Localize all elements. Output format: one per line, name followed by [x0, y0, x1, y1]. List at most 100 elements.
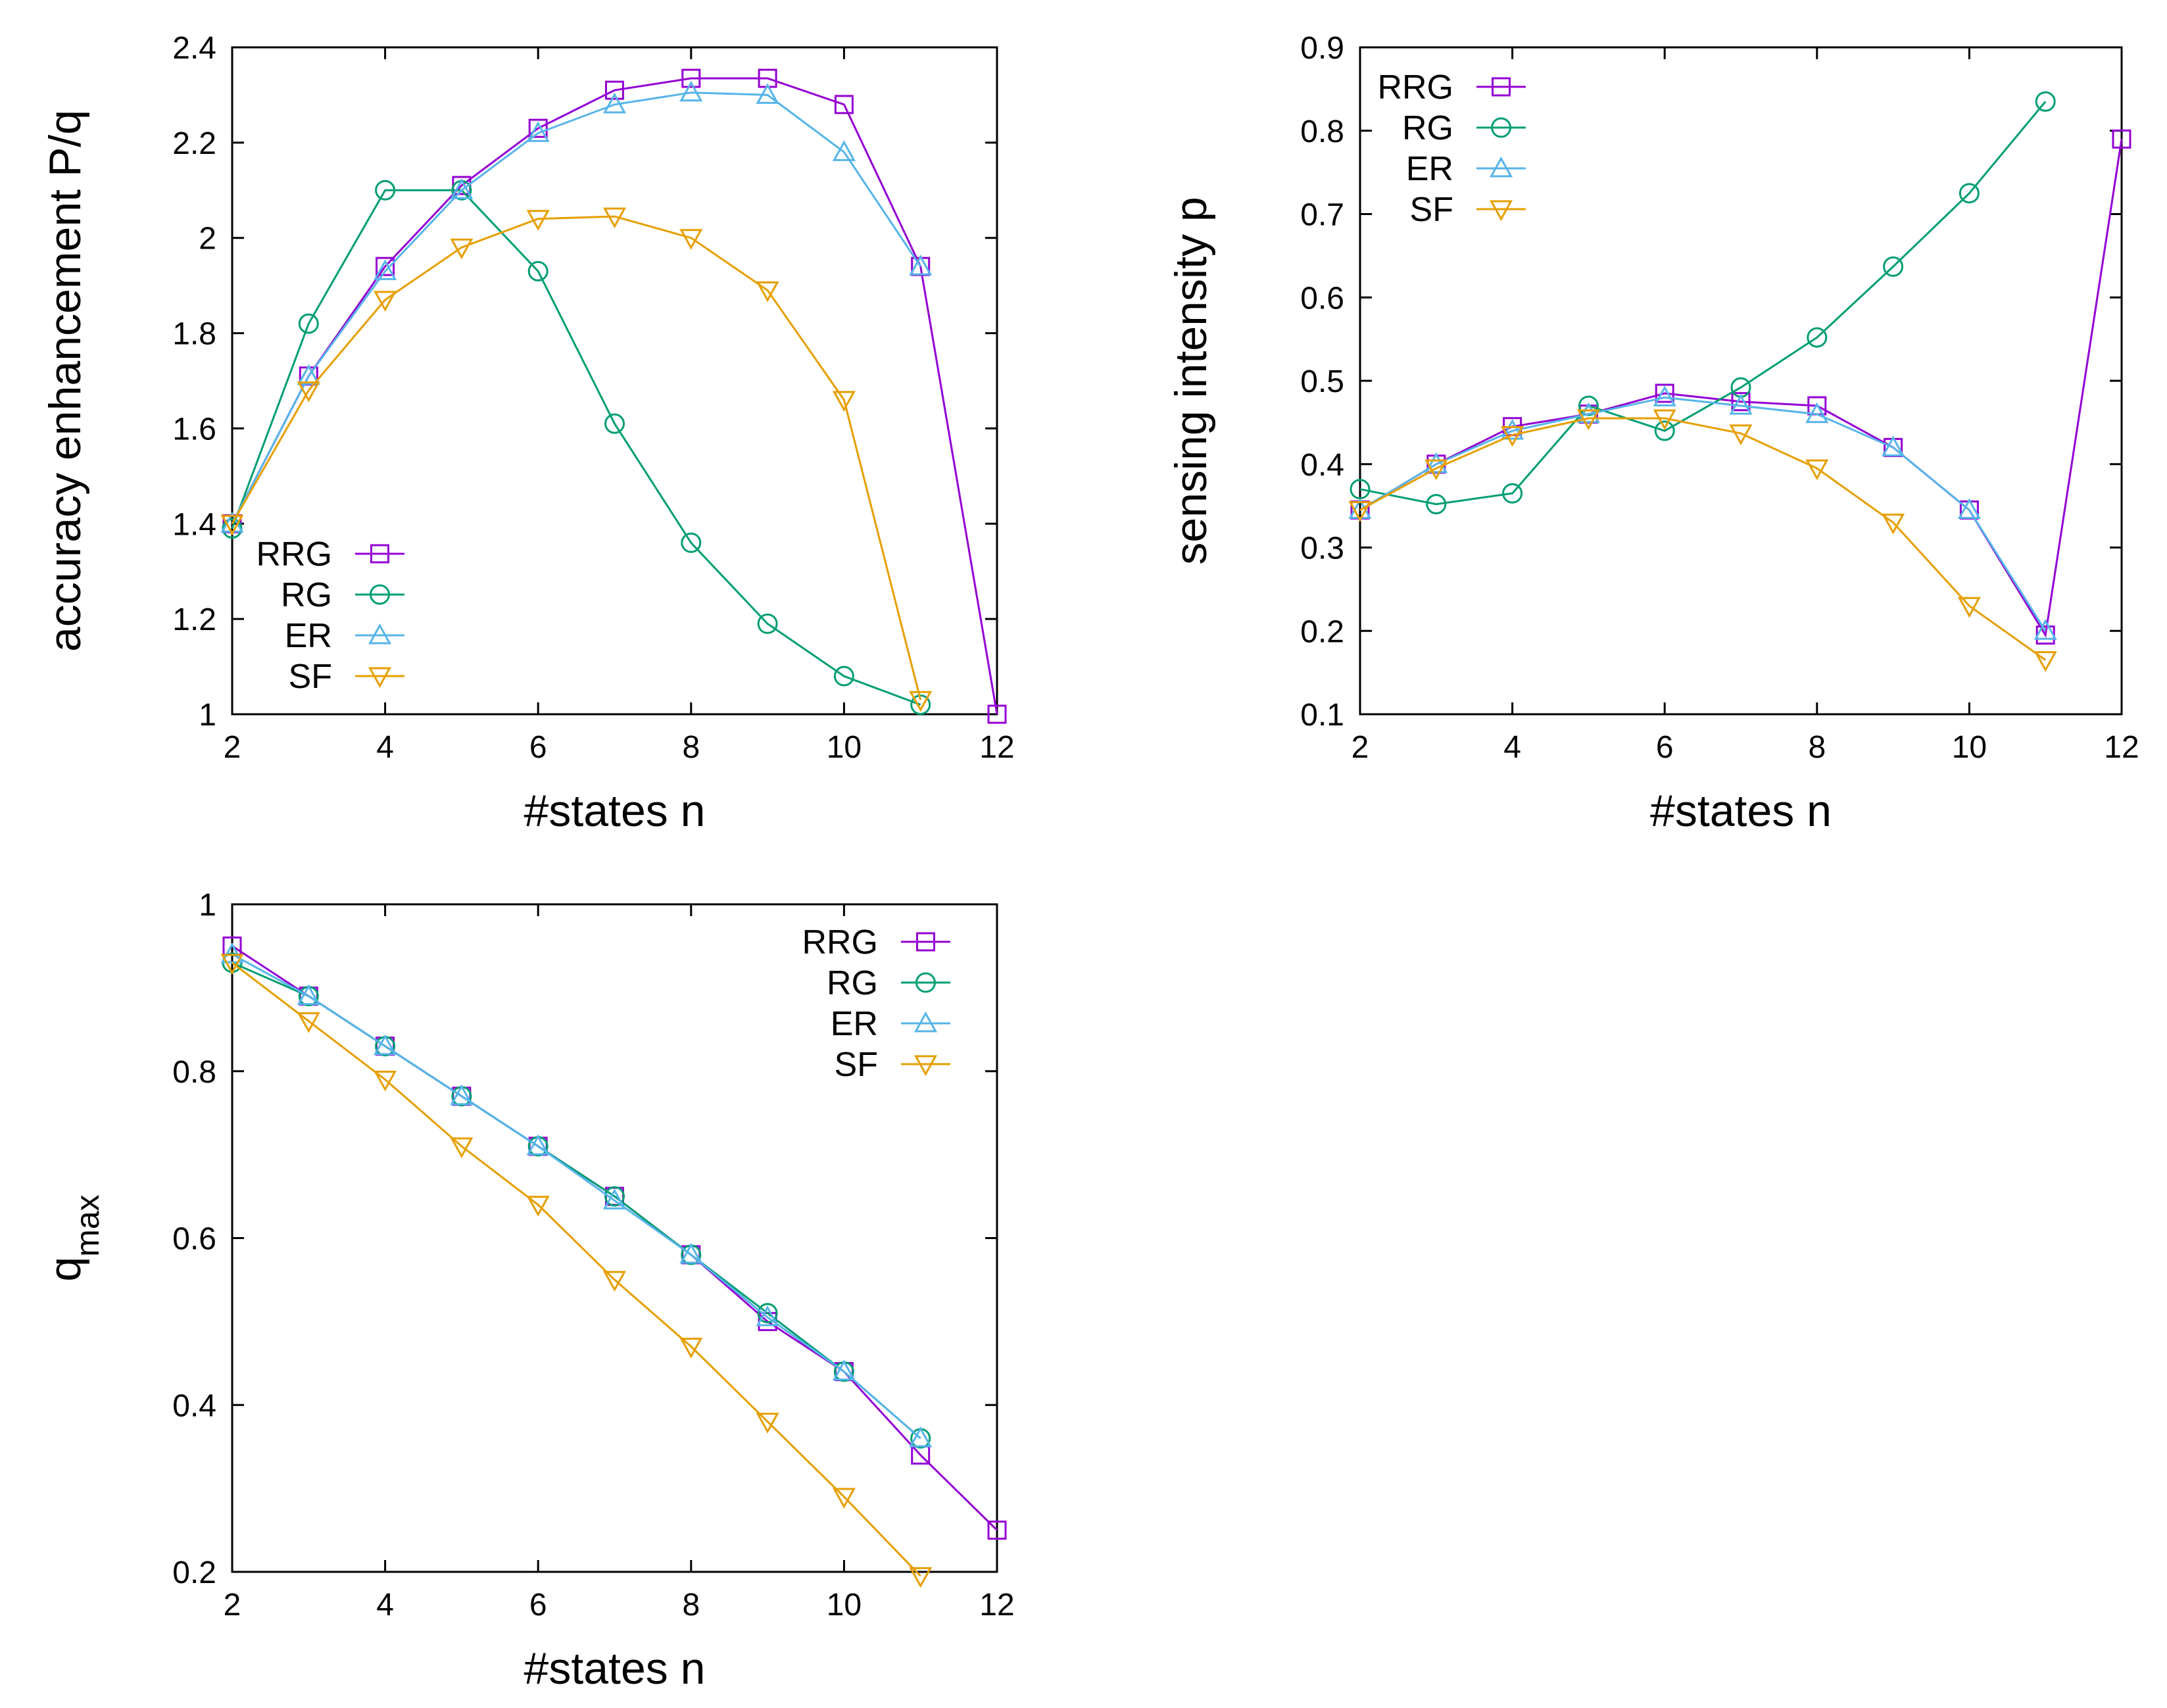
x-tick-label: 4: [1503, 730, 1521, 765]
data-point-er: [679, 1242, 703, 1264]
y-tick-label: 1: [199, 888, 216, 923]
legend-label-sf: SF: [1410, 191, 1453, 229]
data-point-sf: [909, 691, 933, 712]
data-point-er: [1576, 402, 1600, 424]
legend-marker-sf: [368, 667, 392, 689]
legend-marker-er: [368, 623, 392, 645]
data-point-sf: [1501, 426, 1524, 447]
accuracy-series-sf: [220, 207, 933, 712]
data-point-sf: [450, 1137, 474, 1159]
data-point-er: [374, 259, 397, 280]
data-point-sf: [832, 1488, 856, 1509]
data-point-sf: [2033, 651, 2057, 672]
data-point-sf: [679, 1337, 703, 1359]
legend-label-rg: RG: [281, 576, 332, 614]
data-point-er: [679, 80, 703, 102]
x-tick-label: 8: [682, 1588, 700, 1623]
x-tick-label: 12: [2104, 730, 2139, 765]
data-point-sf: [679, 229, 703, 250]
data-point-sf: [756, 281, 779, 303]
y-tick-label: 0.1: [1300, 698, 1344, 733]
legend-marker-rrg: [1492, 77, 1511, 97]
accuracy-plot-frame: [231, 46, 998, 716]
data-point-sf: [297, 381, 320, 403]
data-point-er: [297, 364, 320, 385]
series-line-er: [231, 953, 921, 1440]
data-point-sf: [1957, 597, 1981, 618]
y-tick-label: 0.3: [1300, 531, 1344, 566]
data-point-er: [450, 1084, 474, 1106]
accuracy-series-rg: [222, 180, 931, 716]
y-tick-label: 0.8: [1300, 114, 1344, 149]
data-point-er: [450, 178, 474, 199]
data-point-rrg: [1655, 383, 1674, 403]
legend-marker-sf: [1489, 200, 1513, 222]
data-point-er: [909, 255, 933, 276]
data-point-sf: [602, 207, 627, 229]
qmax-plot-frame: [231, 903, 998, 1573]
series-line-rg: [231, 962, 921, 1440]
legend-label-sf: SF: [289, 658, 332, 696]
data-point-sf: [1348, 500, 1372, 522]
data-point-rrg: [2112, 129, 2131, 149]
data-point-rg: [681, 532, 702, 553]
qmax-x-axis-label: #states n: [524, 1644, 706, 1694]
data-point-rg: [1959, 183, 1980, 204]
data-point-sf: [220, 514, 244, 536]
data-point-er: [1882, 435, 1905, 456]
x-tick-label: 6: [1656, 730, 1674, 765]
qmax-series-rg: [222, 952, 931, 1449]
data-point-rrg: [528, 118, 548, 138]
legend-marker-rg: [370, 584, 390, 605]
legend-marker-er: [1489, 156, 1513, 178]
data-point-sf: [1805, 459, 1829, 481]
data-point-sf: [1729, 424, 1753, 445]
y-tick-label: 0.6: [1300, 281, 1344, 316]
data-point-sf: [909, 1567, 933, 1588]
y-tick-label: 1.8: [172, 317, 216, 352]
x-tick-label: 2: [224, 1588, 241, 1623]
data-point-er: [220, 942, 244, 964]
y-tick-label: 1.4: [172, 507, 216, 542]
y-tick-label: 0.9: [1300, 31, 1344, 66]
data-point-rg: [604, 413, 625, 434]
data-point-er: [756, 1305, 779, 1327]
data-point-sf: [1653, 409, 1676, 431]
x-tick-label: 10: [1952, 730, 1987, 765]
y-tick-label: 2.4: [172, 31, 216, 66]
qmax-series-er: [220, 942, 933, 1448]
x-tick-label: 4: [376, 730, 394, 765]
data-point-sf: [602, 1271, 627, 1292]
accuracy-series-er: [220, 80, 933, 533]
data-point-er: [1424, 452, 1448, 474]
qmax-y-axis-label: qmax: [40, 1194, 106, 1281]
data-point-sf: [374, 1070, 397, 1092]
x-tick-label: 12: [979, 730, 1014, 765]
x-tick-label: 10: [827, 730, 862, 765]
y-tick-label: 0.2: [1300, 614, 1344, 649]
legend-marker-rg: [915, 972, 936, 993]
legend-label-er: ER: [1406, 150, 1453, 188]
data-point-sf: [526, 1196, 550, 1217]
accuracy-x-axis-label: #states n: [524, 786, 706, 836]
y-tick-label: 0.6: [172, 1222, 216, 1257]
accuracy-series-rrg: [222, 68, 1007, 724]
y-tick-label: 2: [199, 222, 216, 256]
data-point-rrg: [681, 68, 701, 88]
data-point-sf: [1576, 409, 1600, 431]
data-point-rrg: [987, 704, 1007, 724]
x-tick-label: 2: [224, 730, 241, 765]
y-tick-label: 0.4: [1300, 448, 1344, 483]
data-point-er: [602, 1188, 627, 1209]
legend-marker-rrg: [916, 932, 935, 952]
data-point-er: [1501, 418, 1524, 440]
data-point-sf: [450, 238, 474, 260]
data-point-er: [909, 1426, 933, 1448]
series-line-sf: [1359, 417, 2047, 661]
y-tick-label: 1: [199, 698, 216, 733]
data-point-rrg: [987, 1521, 1007, 1540]
data-point-rg: [1654, 420, 1675, 441]
